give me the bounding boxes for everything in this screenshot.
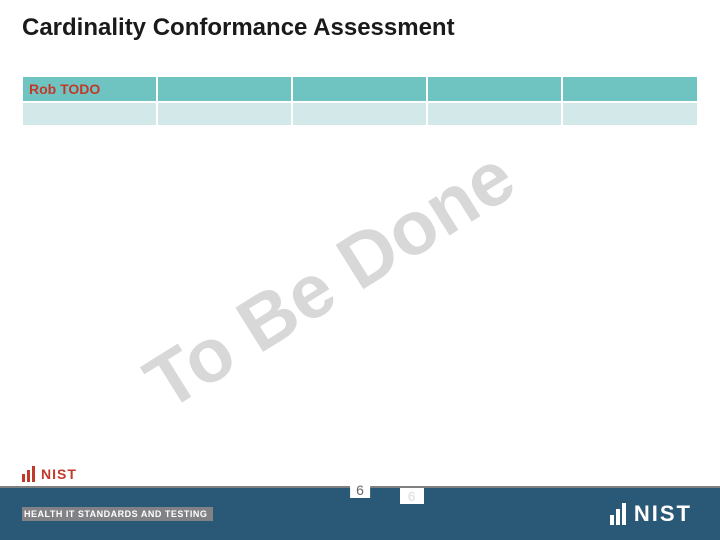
nist-text: NIST <box>41 466 77 482</box>
assessment-table: Rob TODO <box>22 76 698 126</box>
footer-left: HEALTH IT STANDARDS AND TESTING <box>0 488 213 540</box>
table-header-cell-2 <box>292 76 427 102</box>
table-header-cell-1 <box>157 76 292 102</box>
slide: Cardinality Conformance Assessment Rob T… <box>0 0 720 540</box>
table-header-row: Rob TODO <box>22 76 698 102</box>
table-cell <box>157 102 292 126</box>
nist-text: NIST <box>634 501 692 527</box>
table-cell <box>292 102 427 126</box>
table-cell <box>22 102 157 126</box>
page-number: 6 <box>400 488 424 504</box>
footer-center: 6 <box>213 488 610 540</box>
table-header-cell-3 <box>427 76 562 102</box>
nist-bars-icon <box>22 466 37 482</box>
table-cell <box>562 102 698 126</box>
table-header-cell-0: Rob TODO <box>22 76 157 102</box>
nist-link-left[interactable]: NIST <box>22 466 77 482</box>
sub-brand-label: HEALTH IT STANDARDS AND TESTING <box>22 507 213 521</box>
nist-bars-icon <box>610 503 628 525</box>
table-header-cell-4 <box>562 76 698 102</box>
page-number-overlay: 6 <box>350 482 370 498</box>
page-title: Cardinality Conformance Assessment <box>22 14 455 42</box>
footer-right: NIST <box>610 488 720 540</box>
table-body-row <box>22 102 698 126</box>
watermark-text: To Be Done <box>130 133 529 428</box>
table-cell <box>427 102 562 126</box>
